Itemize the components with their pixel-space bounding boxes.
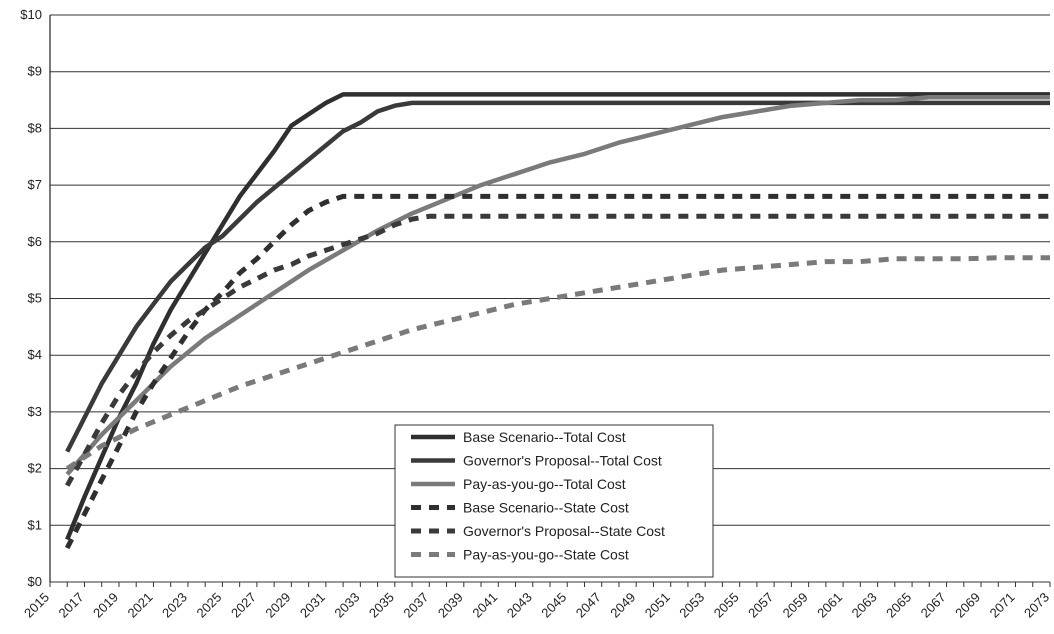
x-tick-label: 2029 xyxy=(262,590,293,621)
legend-label-1: Base Scenario--Total Cost xyxy=(463,429,626,445)
x-tick-label: 2025 xyxy=(193,590,224,621)
x-tick-label: 2059 xyxy=(780,590,811,621)
x-tick-label: 2071 xyxy=(987,590,1018,621)
series-line-3 xyxy=(65,94,1050,476)
y-tick-label: $8 xyxy=(28,120,42,135)
x-tick-label: 2069 xyxy=(952,590,983,621)
y-tick-label: $5 xyxy=(28,291,42,306)
x-tick-label: 2051 xyxy=(642,590,673,621)
x-tick-label: 2041 xyxy=(469,590,500,621)
x-tick-label: 2045 xyxy=(538,590,569,621)
series-line-4 xyxy=(64,193,1050,550)
y-tick-label: $6 xyxy=(28,234,42,249)
x-tick-label: 2047 xyxy=(573,590,604,621)
x-tick-label: 2023 xyxy=(159,590,190,621)
x-tick-label: 2015 xyxy=(21,590,52,621)
y-tick-label: $2 xyxy=(28,461,42,476)
x-tick-label: 2065 xyxy=(883,590,914,621)
legend-label-2: Governor's Proposal--Total Cost xyxy=(463,453,662,469)
x-tick-label: 2049 xyxy=(607,590,638,621)
x-tick-label: 2053 xyxy=(676,590,707,621)
x-tick-label: 2017 xyxy=(56,590,87,621)
x-tick-label: 2067 xyxy=(918,590,949,621)
legend-box xyxy=(394,424,714,578)
series-lines xyxy=(64,92,1050,550)
y-tick-label: $7 xyxy=(28,177,42,192)
legend-label-6: Pay-as-you-go--State Cost xyxy=(463,547,629,563)
x-tick-label: 2063 xyxy=(849,590,880,621)
y-tick-label: $4 xyxy=(28,347,42,362)
series-line-2 xyxy=(65,100,1050,453)
x-tick-label: 2073 xyxy=(1021,590,1052,621)
x-tick-label: 2061 xyxy=(814,590,845,621)
y-tick-label: $10 xyxy=(20,7,42,22)
y-tick-label: $1 xyxy=(28,517,42,532)
x-tick-label: 2039 xyxy=(435,590,466,621)
legend: Base Scenario--Total Cost Governor's Prop… xyxy=(394,424,714,578)
legend-label-5: Governor's Proposal--State Cost xyxy=(463,523,665,539)
x-tick-label: 2057 xyxy=(745,590,776,621)
y-tick-label: $9 xyxy=(28,64,42,79)
x-tick-label: 2043 xyxy=(504,590,535,621)
x-tick-label: 2055 xyxy=(711,590,742,621)
x-tick-label: 2019 xyxy=(90,590,121,621)
y-tick-label: $0 xyxy=(28,574,42,589)
x-tick-label: 2035 xyxy=(366,590,397,621)
x-tick-label: 2031 xyxy=(297,590,328,621)
x-tick-label: 2037 xyxy=(400,590,431,621)
x-tick-label: 2027 xyxy=(228,590,259,621)
legend-label-3: Pay-as-you-go--Total Cost xyxy=(463,476,626,492)
y-tick-label: $3 xyxy=(28,404,42,419)
legend-label-4: Base Scenario--State Cost xyxy=(463,500,629,516)
series-line-5 xyxy=(65,213,1050,487)
x-tick-label: 2021 xyxy=(125,590,156,621)
x-tick-label: 2033 xyxy=(331,590,362,621)
